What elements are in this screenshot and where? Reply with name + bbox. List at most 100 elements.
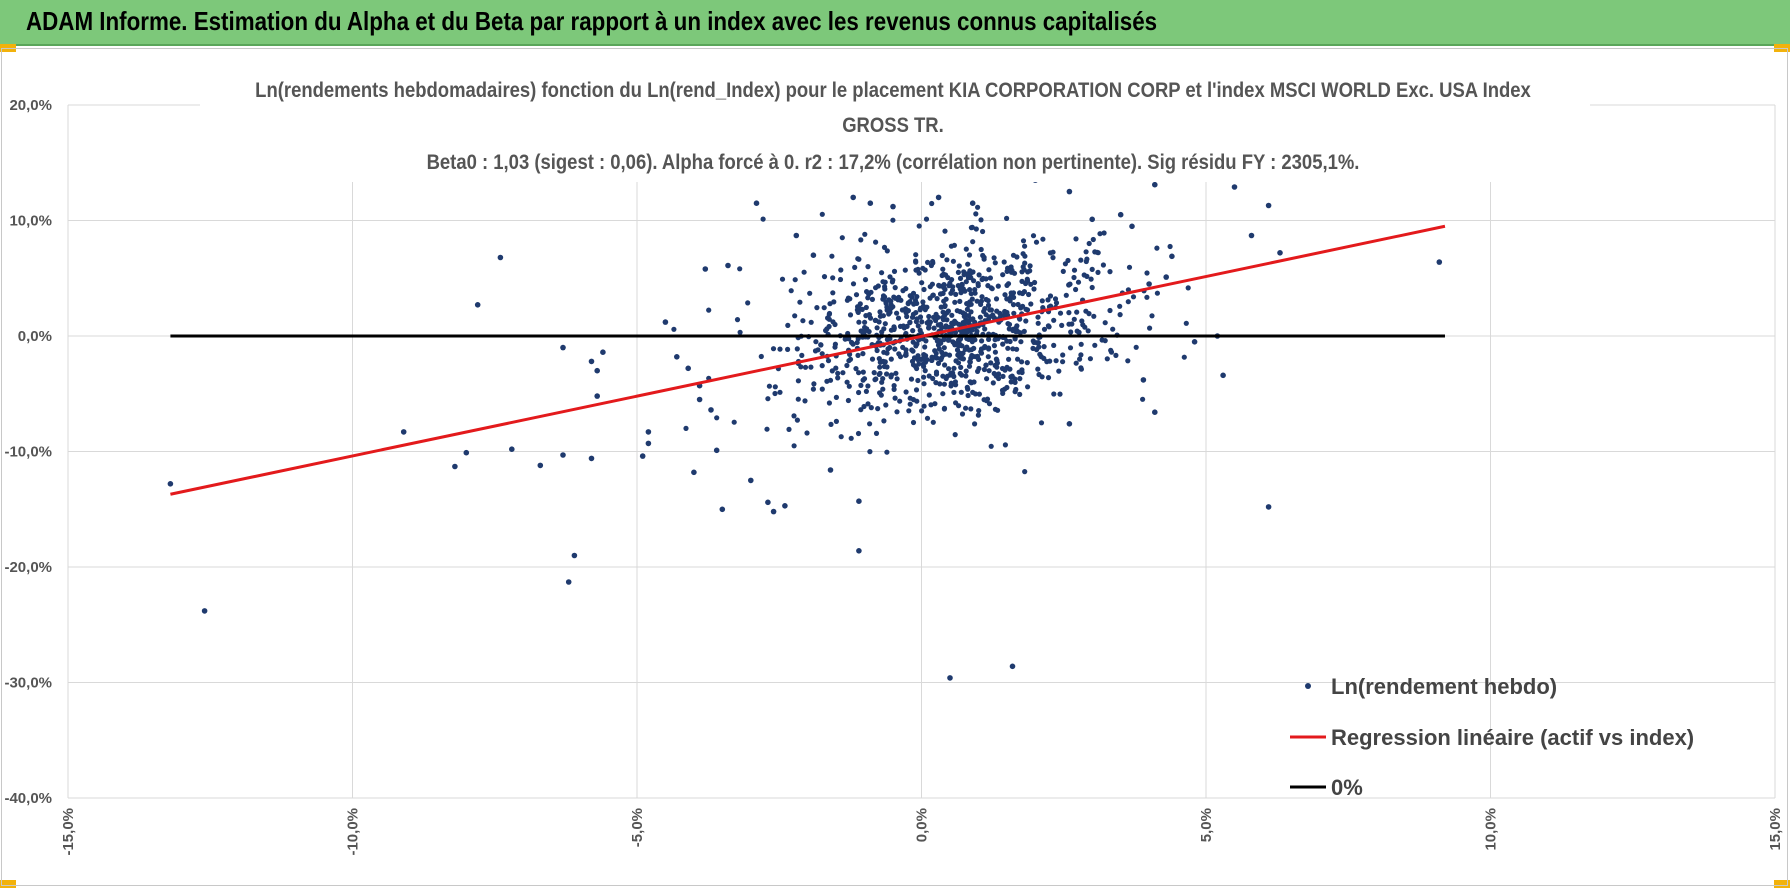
data-point (926, 392, 932, 398)
data-point (894, 310, 900, 316)
data-point (972, 391, 979, 397)
data-point (1075, 279, 1082, 285)
data-point (992, 260, 998, 266)
data-point (810, 386, 817, 392)
data-point (833, 418, 840, 424)
y-tick-label: -20,0% (4, 559, 52, 576)
data-point (942, 303, 948, 309)
data-point (1015, 356, 1021, 362)
data-point (900, 288, 906, 294)
data-point (844, 379, 850, 385)
data-point (883, 402, 889, 408)
data-point (1012, 379, 1018, 385)
data-point (827, 301, 833, 307)
data-point (980, 275, 986, 281)
data-point (1010, 290, 1017, 296)
data-point (560, 344, 566, 351)
data-point (985, 283, 991, 289)
data-point (953, 291, 959, 297)
data-point (1167, 243, 1173, 250)
data-point (719, 506, 726, 513)
data-point (913, 343, 919, 349)
data-point (819, 351, 825, 357)
data-point (992, 349, 999, 355)
data-point (858, 407, 864, 413)
data-point (662, 319, 669, 325)
data-point (1265, 504, 1272, 510)
data-point (1046, 324, 1052, 330)
data-point (770, 508, 777, 515)
header-banner: ADAM Informe. Estimation du Alpha et du … (0, 0, 1790, 46)
data-point (933, 369, 940, 375)
data-point (979, 338, 985, 344)
data-point (1144, 294, 1150, 300)
data-point (865, 401, 871, 407)
data-point (927, 284, 933, 290)
data-point (873, 430, 880, 436)
data-point (1067, 345, 1074, 351)
data-point (1023, 318, 1029, 324)
data-point (921, 354, 927, 360)
data-point (802, 398, 808, 404)
data-point (860, 377, 866, 383)
data-point (830, 290, 836, 296)
data-point (881, 349, 887, 355)
data-point (1014, 323, 1020, 329)
data-point (942, 362, 948, 368)
data-point (808, 364, 814, 370)
data-point (905, 301, 911, 307)
data-point (1027, 268, 1033, 274)
data-point (794, 417, 801, 423)
data-point (674, 354, 680, 360)
data-point (952, 342, 958, 348)
data-point (1089, 216, 1095, 223)
data-point (1083, 308, 1089, 314)
data-point (965, 275, 972, 281)
data-point (919, 319, 925, 325)
data-point (1068, 329, 1074, 335)
data-point (1017, 391, 1023, 397)
data-point (915, 356, 921, 362)
x-tick-label: -10,0% (345, 808, 362, 856)
data-point (909, 294, 915, 300)
data-point (400, 429, 407, 435)
data-point (936, 346, 942, 352)
data-point (1078, 366, 1084, 372)
data-point (918, 305, 924, 311)
data-point (1051, 317, 1057, 323)
data-point (1083, 249, 1089, 255)
data-point (1041, 344, 1047, 350)
data-point (936, 282, 942, 288)
data-point (1004, 215, 1010, 221)
data-point (1001, 259, 1007, 265)
x-tick-label: 5,0% (1198, 808, 1215, 842)
data-point (928, 262, 935, 269)
data-point (958, 389, 964, 395)
data-point (965, 336, 971, 342)
data-point (965, 261, 971, 267)
series-lines (170, 224, 1446, 496)
data-point (832, 341, 839, 347)
data-point (971, 278, 977, 284)
data-point (884, 248, 890, 254)
data-point (975, 204, 981, 210)
data-point (946, 352, 953, 358)
data-point (1086, 240, 1092, 247)
data-point (986, 336, 992, 342)
data-point (982, 306, 988, 312)
data-point (950, 258, 957, 264)
data-point (1039, 298, 1045, 304)
data-point (1152, 409, 1158, 416)
data-point (986, 346, 992, 352)
data-point (1027, 263, 1033, 269)
data-point (906, 408, 912, 414)
data-point (909, 358, 916, 364)
data-point (1035, 314, 1041, 320)
data-point (867, 421, 873, 427)
data-point (1000, 373, 1006, 379)
data-point (1060, 268, 1066, 274)
data-point (996, 375, 1002, 382)
data-point (863, 304, 869, 311)
data-point (840, 370, 846, 376)
data-point (858, 237, 864, 243)
